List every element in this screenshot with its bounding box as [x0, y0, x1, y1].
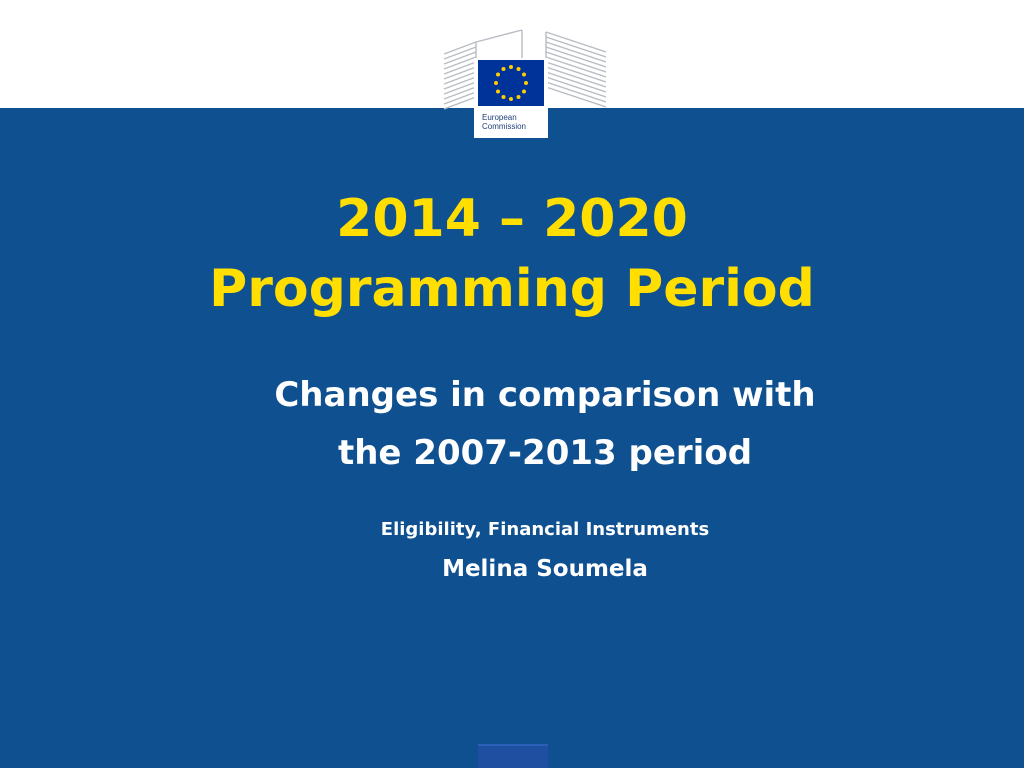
subtitle-line-2: the 2007-2013 period	[337, 433, 753, 473]
slide-background	[0, 108, 1024, 768]
logo-line-commission: Commission	[482, 122, 527, 131]
presenter-name: Melina Soumela	[442, 556, 648, 582]
title-line-programming: Programming Period	[209, 259, 815, 319]
bottom-flag-tab	[478, 744, 548, 768]
logo-wordmark: European Commission	[478, 110, 546, 138]
subtitle-line-1: Changes in comparison with	[274, 375, 816, 415]
eu-flag-icon	[478, 60, 544, 106]
slide-subtitle: Changes in comparison with the 2007-2013…	[90, 366, 1000, 482]
topic-text: Eligibility, Financial Instruments	[380, 519, 710, 540]
slide-title: 2014 – 2020 Programming Period	[0, 184, 1024, 324]
logo-line-european: European	[482, 113, 517, 122]
european-commission-logo: European Commission	[440, 28, 606, 140]
title-line-years: 2014 – 2020	[336, 189, 688, 249]
